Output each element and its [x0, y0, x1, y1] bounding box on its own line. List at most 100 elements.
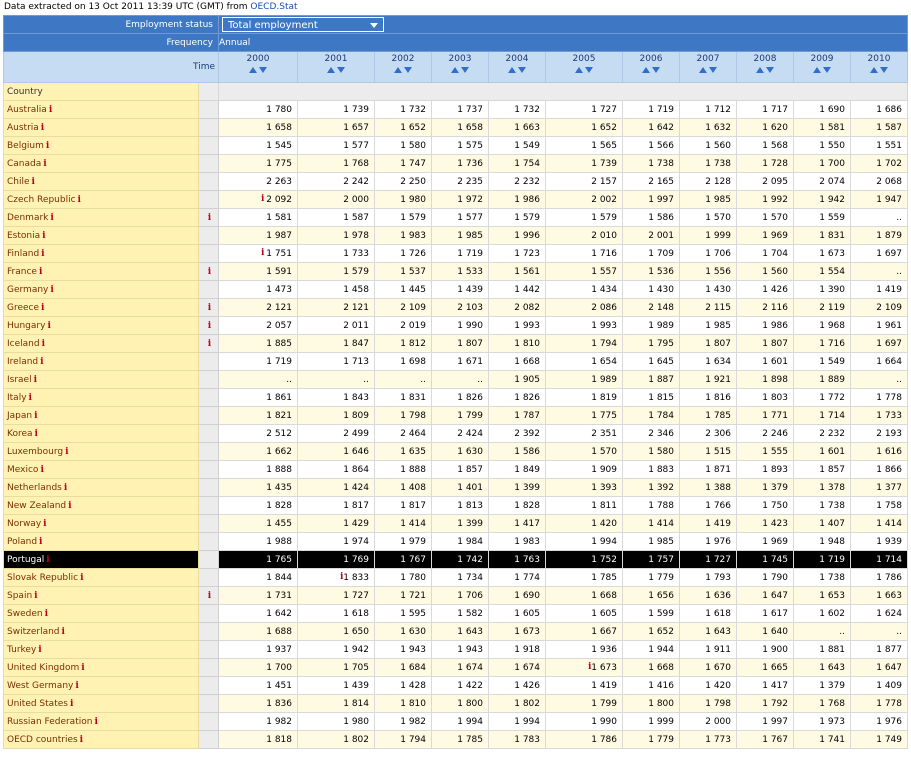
info-icon[interactable]: i — [39, 536, 43, 547]
info-icon[interactable]: i — [50, 284, 54, 295]
info-icon[interactable]: i — [41, 338, 45, 349]
country-cell[interactable]: Mexico i — [3, 460, 199, 479]
country-cell[interactable]: Sweden i — [3, 604, 199, 623]
sort-descending-icon[interactable] — [766, 67, 774, 73]
country-cell[interactable]: Greece i — [3, 298, 199, 317]
flag-info-icon[interactable]: i — [207, 338, 212, 349]
country-cell[interactable]: France i — [3, 262, 199, 281]
info-icon[interactable]: i — [48, 104, 53, 115]
sort-descending-icon[interactable] — [461, 67, 469, 73]
info-icon[interactable]: i — [69, 698, 74, 709]
country-cell[interactable]: Norway i — [3, 514, 199, 533]
sort-ascending-icon[interactable] — [756, 67, 764, 73]
country-cell[interactable]: Austria i — [3, 118, 199, 137]
info-icon[interactable]: i — [34, 410, 38, 421]
country-cell[interactable]: Canada i — [3, 154, 199, 173]
sort-ascending-icon[interactable] — [249, 67, 257, 73]
sort-ascending-icon[interactable] — [451, 67, 459, 73]
sort-descending-icon[interactable] — [518, 67, 526, 73]
country-cell[interactable]: Luxembourg i — [3, 442, 199, 461]
sort-descending-icon[interactable] — [880, 67, 888, 73]
info-icon[interactable]: i — [50, 212, 54, 223]
sort-ascending-icon[interactable] — [575, 67, 583, 73]
sort-ascending-icon[interactable] — [642, 67, 650, 73]
sort-ascending-icon[interactable] — [699, 67, 707, 73]
info-icon[interactable]: i — [42, 230, 46, 241]
source-link[interactable]: OECD.Stat — [250, 2, 298, 12]
info-icon[interactable]: i — [43, 158, 47, 169]
sort-ascending-icon[interactable] — [813, 67, 821, 73]
value-info-icon[interactable]: i — [261, 248, 265, 258]
country-cell[interactable]: Hungary i — [3, 316, 199, 335]
info-icon[interactable]: i — [33, 374, 38, 385]
info-icon[interactable]: i — [40, 122, 45, 133]
info-icon[interactable]: i — [40, 464, 44, 475]
sort-descending-icon[interactable] — [585, 67, 593, 73]
info-icon[interactable]: i — [44, 608, 48, 619]
info-icon[interactable]: i — [34, 428, 38, 439]
country-cell[interactable]: Belgium i — [3, 136, 199, 155]
country-cell[interactable]: Ireland i — [3, 352, 199, 371]
sort-descending-icon[interactable] — [337, 67, 345, 73]
flag-info-icon[interactable]: i — [207, 266, 212, 277]
info-icon[interactable]: i — [65, 446, 69, 457]
country-cell[interactable]: Estonia i — [3, 226, 199, 245]
country-cell[interactable]: Germany i — [3, 280, 199, 299]
info-icon[interactable]: i — [63, 482, 68, 493]
value-info-icon[interactable]: i — [340, 572, 344, 582]
sort-ascending-icon[interactable] — [394, 67, 402, 73]
country-cell[interactable]: Czech Republic i — [3, 190, 199, 209]
info-icon[interactable]: i — [31, 176, 35, 187]
flag-info-icon[interactable]: i — [207, 212, 212, 223]
info-icon[interactable]: i — [41, 302, 45, 313]
country-cell[interactable]: United Kingdom i — [3, 658, 199, 677]
info-icon[interactable]: i — [79, 734, 84, 745]
info-icon[interactable]: i — [80, 572, 84, 583]
info-icon[interactable]: i — [38, 266, 43, 277]
country-cell[interactable]: Portugal i — [3, 550, 199, 569]
info-icon[interactable]: i — [41, 248, 45, 259]
country-cell[interactable]: OECD countries i — [3, 730, 199, 749]
country-cell[interactable]: Switzerland i — [3, 622, 199, 641]
country-cell[interactable]: Russian Federation i — [3, 712, 199, 731]
value-info-icon[interactable]: i — [261, 194, 265, 204]
sort-ascending-icon[interactable] — [327, 67, 335, 73]
info-icon[interactable]: i — [81, 662, 85, 673]
info-icon[interactable]: i — [43, 518, 47, 529]
sort-descending-icon[interactable] — [404, 67, 412, 73]
country-cell[interactable]: Japan i — [3, 406, 199, 425]
info-icon[interactable]: i — [34, 590, 38, 601]
info-icon[interactable]: i — [77, 194, 81, 205]
info-icon[interactable]: i — [75, 680, 79, 691]
country-cell[interactable]: Spain i — [3, 586, 199, 605]
info-icon[interactable]: i — [47, 320, 51, 331]
info-icon[interactable]: i — [28, 392, 32, 403]
country-cell[interactable]: Slovak Republic i — [3, 568, 199, 587]
country-cell[interactable]: Iceland i — [3, 334, 199, 353]
sort-ascending-icon[interactable] — [508, 67, 516, 73]
info-icon[interactable]: i — [45, 140, 50, 151]
value-info-icon[interactable]: i — [588, 662, 592, 672]
country-cell[interactable]: Australia i — [3, 100, 199, 119]
country-cell[interactable]: Denmark i — [3, 208, 199, 227]
sort-descending-icon[interactable] — [652, 67, 660, 73]
info-icon[interactable]: i — [94, 716, 98, 727]
country-cell[interactable]: Korea i — [3, 424, 199, 443]
sort-descending-icon[interactable] — [709, 67, 717, 73]
info-icon[interactable]: i — [40, 356, 44, 367]
info-icon[interactable]: i — [68, 500, 72, 511]
country-cell[interactable]: United States i — [3, 694, 199, 713]
country-cell[interactable]: West Germany i — [3, 676, 199, 695]
country-cell[interactable]: Turkey i — [3, 640, 199, 659]
country-cell[interactable]: New Zealand i — [3, 496, 199, 515]
country-cell[interactable]: Chile i — [3, 172, 199, 191]
info-icon[interactable]: i — [46, 554, 50, 565]
flag-info-icon[interactable]: i — [207, 590, 212, 601]
info-icon[interactable]: i — [61, 626, 65, 637]
sort-descending-icon[interactable] — [823, 67, 831, 73]
country-cell[interactable]: Finland i — [3, 244, 199, 263]
country-cell[interactable]: Poland i — [3, 532, 199, 551]
flag-info-icon[interactable]: i — [207, 302, 212, 313]
sort-ascending-icon[interactable] — [870, 67, 878, 73]
country-cell[interactable]: Italy i — [3, 388, 199, 407]
